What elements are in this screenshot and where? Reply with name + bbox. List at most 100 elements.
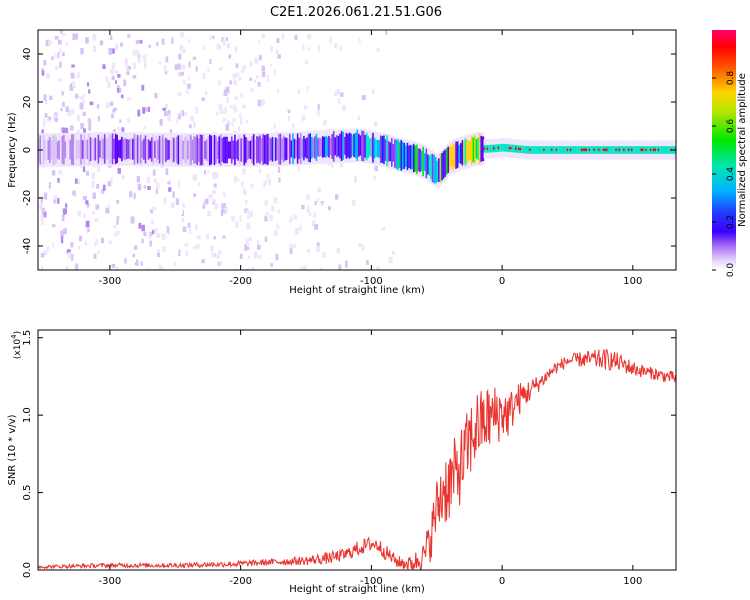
noise-cell (163, 111, 168, 117)
ridge-cell (516, 145, 519, 153)
noise-cell (212, 199, 216, 203)
ridge-cell (304, 138, 307, 158)
ridge-cell (96, 138, 99, 160)
noise-cell (133, 62, 136, 70)
noise-cell (102, 184, 106, 191)
noise-cell (99, 40, 104, 46)
noise-cell (158, 61, 162, 65)
ridge-cell (651, 146, 654, 154)
noise-cell (222, 38, 226, 46)
noise-cell (319, 267, 323, 270)
noise-cell (193, 193, 197, 198)
noise-cell (165, 168, 169, 176)
noise-cell (169, 129, 173, 135)
ridge-cell (668, 146, 671, 154)
noise-cell (117, 168, 121, 174)
noise-cell (292, 243, 296, 248)
ridge-cell (554, 146, 557, 154)
ridge-cell (121, 136, 124, 162)
ridge-cell (196, 134, 199, 166)
noise-cell (303, 105, 308, 110)
noise-cell (40, 196, 43, 204)
noise-cell (139, 40, 143, 44)
ridge-peak (585, 148, 589, 152)
noise-cell (227, 83, 232, 91)
ridge-cell (204, 141, 207, 159)
noise-cell (270, 263, 273, 267)
ridge-cell (292, 133, 295, 165)
noise-cell (182, 269, 185, 270)
noise-cell (152, 229, 155, 235)
ridge-cell (336, 135, 339, 158)
noise-cell (195, 244, 200, 249)
noise-cell (67, 109, 71, 117)
noise-cell (82, 98, 85, 103)
noise-cell (246, 222, 251, 230)
ridge-cell (500, 143, 504, 152)
noise-cell (177, 63, 181, 70)
ridge-cell (230, 136, 234, 164)
ridge-cell (480, 135, 483, 162)
colorbar-tick-label: 0.2 (726, 215, 736, 229)
noise-cell (342, 105, 346, 112)
noise-cell (108, 47, 113, 55)
ridge-peak (551, 148, 554, 152)
ridge-cell (474, 135, 477, 164)
ridge-peak (518, 147, 521, 151)
noise-cell (69, 33, 72, 37)
ridge-cell (210, 135, 213, 165)
noise-cell (248, 236, 252, 241)
ridge-cell (307, 133, 311, 162)
ridge-cell (427, 154, 430, 175)
ridge-peak (657, 148, 661, 152)
ridge-cell (124, 137, 127, 161)
ridge-cell (296, 133, 300, 164)
noise-cell (107, 181, 112, 187)
ridge-peak (588, 148, 592, 152)
noise-cell (261, 71, 266, 78)
ridge-cell (629, 146, 632, 154)
noise-cell (235, 63, 239, 69)
noise-cell (148, 44, 152, 48)
noise-cell (41, 207, 45, 214)
noise-cell (314, 200, 317, 206)
noise-cell (96, 61, 100, 66)
ridge-cell (453, 144, 456, 167)
ridge-cell (284, 137, 287, 161)
x-tick-label: -200 (229, 276, 252, 287)
noise-cell (65, 265, 69, 270)
noise-cell (334, 194, 339, 200)
noise-cell (59, 47, 62, 53)
noise-cell (86, 170, 90, 176)
ridge-cell (245, 137, 248, 163)
ridge-cell (198, 138, 201, 162)
noise-cell (63, 228, 67, 235)
ridge-cell (267, 133, 270, 165)
noise-cell (353, 176, 357, 183)
noise-cell (287, 109, 291, 114)
noise-cell (277, 54, 281, 59)
noise-cell (77, 178, 81, 185)
noise-cell (264, 200, 268, 207)
noise-cell (49, 244, 53, 251)
noise-cell (178, 180, 181, 188)
ridge-cell (380, 135, 383, 164)
noise-cell (135, 40, 140, 45)
ridge-cell (384, 139, 387, 161)
noise-cell (266, 173, 270, 179)
noise-cell (220, 209, 224, 217)
ridge-cell (183, 137, 187, 163)
ridge-cell (460, 143, 463, 164)
noise-cell (188, 228, 192, 234)
noise-cell (72, 33, 76, 41)
noise-cell (180, 110, 184, 116)
ridge-cell (361, 130, 364, 161)
noise-cell (237, 126, 241, 132)
ridge-cell (386, 135, 389, 166)
ridge-cell (369, 138, 372, 156)
ridge-cell (538, 146, 541, 154)
noise-cell (164, 64, 167, 72)
noise-cell (227, 120, 231, 127)
noise-cell (157, 252, 160, 258)
noise-cell (106, 102, 111, 108)
